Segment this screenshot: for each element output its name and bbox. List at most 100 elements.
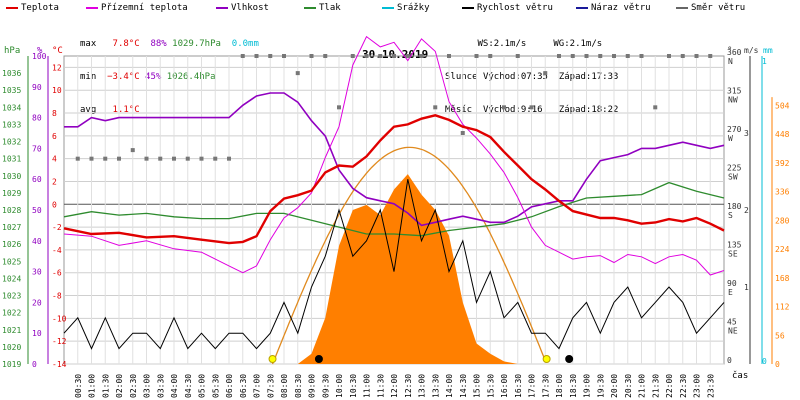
wind-direction-mark — [557, 54, 561, 58]
wind-speed-info: WS:2.1m/s — [477, 39, 527, 49]
stats-min-label: min — [80, 72, 97, 82]
wind-direction-mark — [144, 156, 149, 161]
tick-label-time: 06:30 — [239, 374, 248, 398]
wind-direction-mark — [172, 156, 176, 161]
stats-min-press: 1026.4hPa — [166, 72, 216, 82]
tick-label-temp: 0 — [52, 200, 57, 209]
moon-label: Měsíc — [445, 105, 473, 115]
tick-label-pct: 20 — [32, 298, 42, 307]
legend-swatch — [382, 6, 394, 9]
tick-label-hpa: 1019 — [2, 360, 21, 369]
tick-label-temp: 12 — [52, 63, 62, 72]
axis-unit-mm: mm — [763, 46, 773, 55]
legend-bar: Teplota Přízemní teplota Vlhkost Tlak Srážky… — [0, 0, 800, 14]
wind-direction-mark — [240, 54, 245, 58]
wind-direction-mark — [694, 54, 699, 58]
tick-label-hpa: 1020 — [2, 343, 21, 352]
wind-direction-mark — [447, 54, 451, 58]
tick-label-time: 09:00 — [308, 374, 317, 398]
tick-label-time: 13:00 — [418, 374, 427, 398]
tick-label-wm2: 336 — [775, 188, 790, 197]
stats-min-hum: 45% — [145, 72, 162, 82]
tick-label-pct: 100 — [32, 52, 47, 61]
tick-label-pct: 40 — [32, 237, 42, 246]
tick-label-temp: -12 — [52, 337, 67, 346]
tick-label-time: 05:00 — [198, 374, 207, 398]
tick-label-time: 20:00 — [610, 374, 619, 398]
moonset: Západ:18:22 — [558, 105, 619, 115]
tick-label-time: 20:30 — [624, 374, 633, 398]
tick-label-time: 09:30 — [321, 374, 330, 398]
tick-label-hpa: 1032 — [2, 138, 21, 147]
tick-label-dir-name: SW — [728, 173, 738, 182]
tick-label-wm2: 448 — [775, 130, 790, 139]
axis-unit-pct: % — [37, 46, 43, 56]
legend-entry: Srážky — [382, 3, 430, 13]
wind-direction-mark — [213, 156, 218, 161]
tick-label-hpa: 1026 — [2, 240, 21, 249]
stats-min-temp: −3.4°C — [107, 72, 140, 82]
tick-label-hpa: 1021 — [2, 326, 21, 335]
tick-label-pct: 90 — [32, 83, 42, 92]
tick-label-time: 03:00 — [143, 374, 152, 398]
tick-label-time: 00:30 — [74, 374, 83, 398]
tick-label-pct: 10 — [32, 329, 42, 338]
tick-label-temp: -2 — [52, 223, 62, 232]
stats-block: max 7.8°C 88% 1029.7hPa 0.0mm min −3.4°C… — [80, 17, 259, 138]
wind-direction-mark — [625, 54, 630, 58]
tick-label-time: 23:30 — [706, 374, 715, 398]
solar-theoretical-curve — [271, 146, 546, 365]
tick-label-time: 14:30 — [459, 374, 468, 398]
tick-label-mm: 0 — [762, 357, 767, 366]
tick-label-time: 04:30 — [184, 374, 193, 398]
tick-label-hpa: 1036 — [2, 69, 21, 78]
stats-max-label: max — [80, 39, 97, 49]
wind-direction-mark — [227, 156, 231, 161]
wind-direction-mark — [268, 54, 273, 58]
wind-direction-mark — [350, 54, 355, 58]
legend-label: Vlhkost — [231, 3, 269, 13]
stats-max-hum: 88% — [150, 39, 167, 49]
legend-entry: Přízemní teplota — [86, 3, 188, 13]
wind-direction-mark — [185, 156, 190, 161]
legend-label: Srážky — [397, 3, 430, 13]
legend-label: Teplota — [21, 3, 59, 13]
legend-swatch — [576, 6, 588, 9]
tick-label-time: 22:00 — [665, 374, 674, 398]
tick-label-time: 13:30 — [431, 374, 440, 398]
tick-label-dir: 225 — [727, 164, 742, 173]
wind-direction-mark — [419, 54, 424, 58]
tick-label-time: 15:30 — [486, 374, 495, 398]
stats-avg-label: avg — [80, 105, 97, 115]
tick-label-time: 15:00 — [473, 374, 482, 398]
tick-label-pct: 70 — [32, 144, 42, 153]
tick-label-time: 05:30 — [211, 374, 220, 398]
tick-label-time: 02:00 — [115, 374, 124, 398]
tick-label-wm2: 56 — [775, 331, 785, 340]
wind-direction-mark — [667, 54, 671, 58]
sunrise-marker — [268, 355, 277, 363]
wind-direction-mark — [653, 105, 658, 110]
moonrise: Východ:9:16 — [482, 105, 543, 115]
moonset-marker — [565, 355, 574, 363]
wind-direction-mark — [584, 54, 589, 58]
stats-max-temp: 7.8°C — [112, 39, 140, 49]
legend-swatch — [86, 6, 98, 9]
wind-direction-mark — [680, 54, 685, 58]
wind-direction-mark — [364, 54, 369, 58]
tick-label-wm2: 504 — [775, 101, 790, 110]
tick-label-time: 02:30 — [129, 374, 138, 398]
wind-direction-mark — [392, 54, 396, 58]
legend-swatch — [462, 6, 474, 9]
wind-direction-mark — [295, 71, 300, 76]
stats-avg-temp: 1.1°C — [112, 105, 140, 115]
wind-direction-mark — [337, 105, 341, 110]
tick-label-wm2: 392 — [775, 159, 790, 168]
tick-label-hpa: 1033 — [2, 120, 21, 129]
series-pressure — [63, 181, 725, 237]
sunrise: Východ:07:35 — [482, 72, 548, 82]
tick-label-hpa: 1028 — [2, 206, 21, 215]
tick-label-time: 06:00 — [225, 374, 234, 398]
wind-direction-mark — [488, 54, 493, 58]
tick-label-temp: -6 — [52, 269, 62, 278]
